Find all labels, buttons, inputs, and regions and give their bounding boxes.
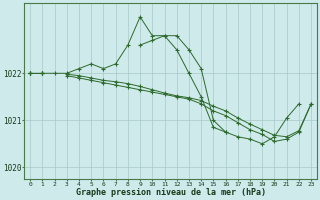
X-axis label: Graphe pression niveau de la mer (hPa): Graphe pression niveau de la mer (hPa) [76, 188, 266, 197]
